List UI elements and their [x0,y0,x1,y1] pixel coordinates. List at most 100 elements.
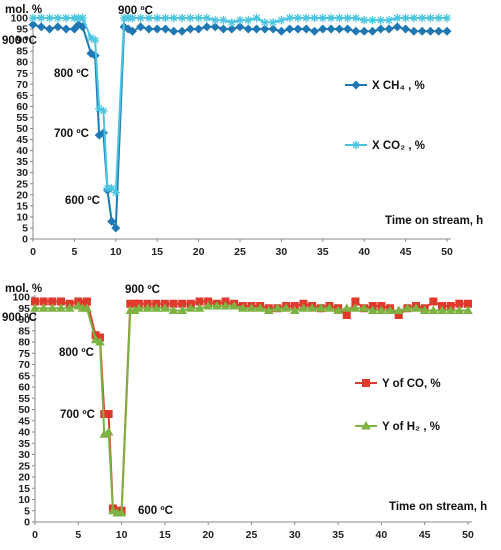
data-point [342,311,351,319]
data-point [324,303,335,312]
data-point [229,301,239,310]
data-point [351,13,361,23]
data-point [202,22,212,32]
y-tick-label: 70 [18,359,30,371]
data-point [343,24,353,34]
data-point [161,13,170,23]
x-tick-label: 0 [32,529,38,541]
x-axis-label: Time on stream, h [389,501,487,513]
data-point [136,13,145,23]
data-point [409,26,419,36]
data-point [402,303,413,312]
data-point [144,13,154,23]
data-point [61,13,71,23]
x-axis-label: Time on stream, h [385,215,483,227]
y-tick-label: 0 [24,517,30,529]
y-tick-label: 50 [18,404,30,416]
x-tick-label: 5 [71,246,77,258]
data-point [194,13,203,23]
data-point [394,311,403,319]
data-point [252,24,262,34]
data-point [177,305,188,314]
x-tick-label: 40 [358,246,370,258]
series-2 [30,301,473,517]
y-tick-label: 100 [12,292,30,304]
data-point [28,13,38,23]
data-point [56,303,66,312]
series-1 [31,297,472,515]
data-point [53,13,63,23]
data-point [343,13,352,23]
data-point [293,13,303,23]
x-tick-label: 20 [193,246,205,258]
series-line [35,300,468,512]
data-point [455,299,464,308]
data-point [107,183,116,193]
data-point [210,22,220,32]
data-point [111,223,121,233]
data-point [37,13,46,23]
data-point [194,303,205,312]
data-point [333,305,343,314]
x-tick-label: 10 [116,529,128,541]
data-point [99,429,110,438]
data-point [202,13,212,23]
data-point [107,216,117,226]
data-point [302,13,311,23]
data-point [318,13,327,23]
data-point [367,305,378,314]
data-point [227,18,236,27]
temperature-annotation: 900 ºC [125,284,160,296]
data-point [401,13,410,23]
data-point [255,303,265,312]
y-tick-label: 45 [16,134,28,146]
data-point [376,16,385,25]
data-point [277,16,286,25]
y-tick-label: 90 [18,314,30,326]
data-point [134,303,144,312]
data-point [426,13,435,23]
data-point [376,24,386,34]
series-2 [28,13,452,197]
temperature-annotation: 600 ºC [65,195,100,207]
data-point [30,303,40,312]
data-point [318,24,328,34]
y-tick-label: 25 [18,460,30,472]
data-point [419,305,430,314]
y-tick-label: 55 [18,393,30,405]
data-point [212,301,222,310]
y-tick-label: 55 [16,112,28,124]
data-point [238,303,248,312]
legend-swatch-marker [362,379,370,387]
data-point [130,299,139,308]
legend-swatch-marker [351,140,361,150]
temperature-annotation: 900 ºC [118,5,153,17]
data-point [260,18,270,27]
x-tick-label: 25 [246,529,258,541]
y-tick-label: 10 [18,494,30,506]
data-point [194,24,204,34]
y-tick-label: 50 [16,123,28,135]
data-point [129,305,140,314]
data-point [376,305,387,314]
y-tick-label: 20 [16,189,28,201]
y-tick-label: 20 [18,472,30,484]
data-point [464,299,472,308]
y-tick-label: 70 [16,79,28,91]
data-point [186,303,196,312]
data-point [442,13,452,23]
data-point [368,16,377,25]
y-tick-label: 30 [16,167,28,179]
x-tick-label: 35 [317,246,329,258]
data-point [463,305,473,314]
data-point [151,303,162,312]
data-point [351,297,360,306]
data-point [411,303,421,312]
data-point [61,24,71,34]
x-tick-label: 25 [234,246,246,258]
data-point [31,297,39,306]
series-1 [28,20,452,233]
data-point [434,26,444,36]
x-tick-label: 30 [276,246,288,258]
data-point [177,13,187,23]
